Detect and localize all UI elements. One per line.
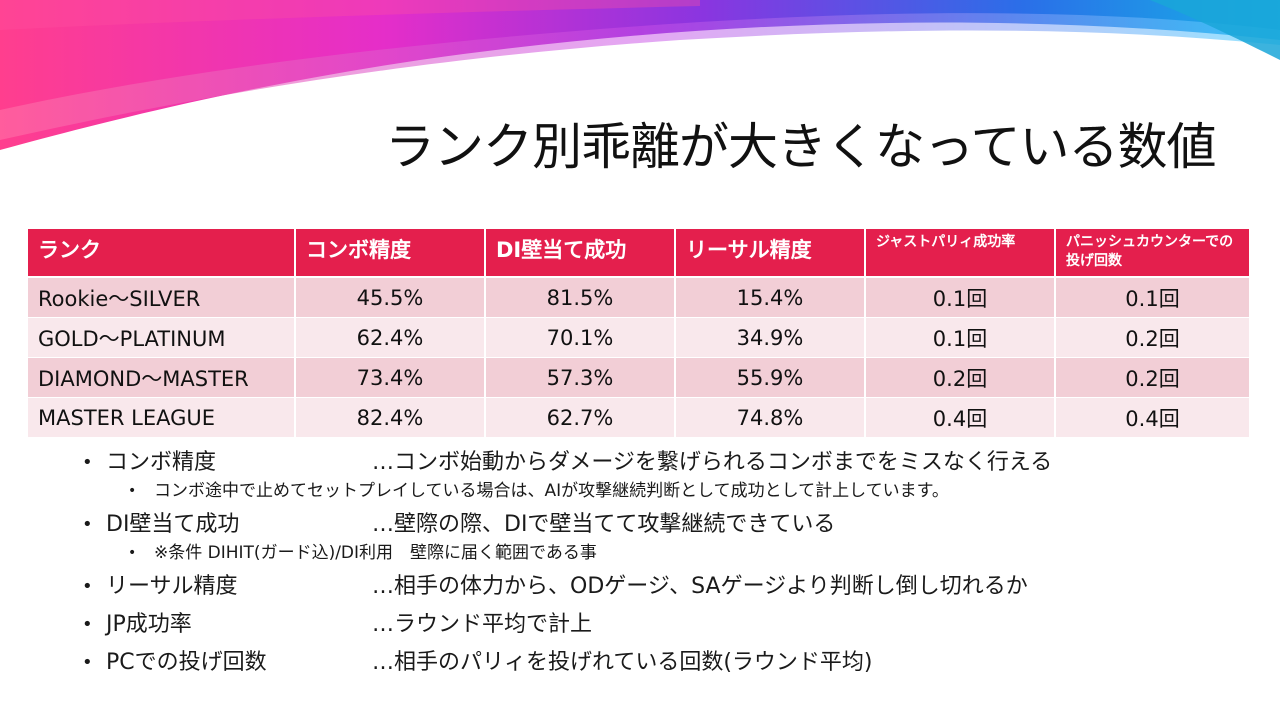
cell: 57.3% xyxy=(485,357,676,398)
note-desc: …相手の体力から、ODゲージ、SAゲージより判断し倒し切れるか xyxy=(372,574,1028,599)
decorative-swoosh xyxy=(0,0,1280,150)
cell: 81.5% xyxy=(485,277,676,318)
cell: 62.4% xyxy=(295,317,486,358)
note-term: JP成功率 xyxy=(106,612,192,637)
note-sub: コンボ途中で止めてセットプレイしている場合は、AIが攻撃継続判断として成功として… xyxy=(80,480,1260,510)
header-di-wall-success: DI壁当て成功 xyxy=(485,229,676,278)
header-pc-throw-count: パニッシュカウンターでの投げ回数 xyxy=(1055,229,1251,278)
note-desc: …壁際の際、DIで壁当てて攻撃継続できている xyxy=(372,512,836,537)
header-just-parry-rate: ジャストパリィ成功率 xyxy=(865,229,1056,278)
cell: 0.2回 xyxy=(865,357,1056,398)
cell: 15.4% xyxy=(675,277,866,318)
note-desc: …相手のパリィを投げれている回数(ラウンド平均) xyxy=(372,650,873,675)
table-row: Rookie～SILVER 45.5% 81.5% 15.4% 0.1回 0.1… xyxy=(28,277,1251,318)
slide-title: ランク別乖離が大きくなっている数値 xyxy=(385,118,1217,176)
header-rank: ランク xyxy=(28,229,296,278)
cell: 82.4% xyxy=(295,397,486,438)
cell: 0.2回 xyxy=(1055,317,1251,358)
note-pc-throw-count: PCでの投げ回数 …相手のパリィを投げれている回数(ラウンド平均) xyxy=(80,648,1260,686)
cell: 45.5% xyxy=(295,277,486,318)
table-header-row: ランク コンボ精度 DI壁当て成功 リーサル精度 ジャストパリィ成功率 パニッシ… xyxy=(28,229,1251,278)
note-di-wall-success: DI壁当て成功 …壁際の際、DIで壁当てて攻撃継続できている xyxy=(80,510,1260,548)
cell: 0.1回 xyxy=(865,317,1056,358)
cell: 55.9% xyxy=(675,357,866,398)
note-desc: …コンボ始動からダメージを繋げられるコンボまでをミスなく行える xyxy=(372,450,1053,475)
cell-rank: Rookie～SILVER xyxy=(28,277,296,318)
table-row: GOLD～PLATINUM 62.4% 70.1% 34.9% 0.1回 0.2… xyxy=(28,317,1251,358)
cell-rank: MASTER LEAGUE xyxy=(28,397,296,438)
header-lethal-accuracy: リーサル精度 xyxy=(675,229,866,278)
cell: 62.7% xyxy=(485,397,676,438)
header-combo-accuracy: コンボ精度 xyxy=(295,229,486,278)
cell: 74.8% xyxy=(675,397,866,438)
note-term: DI壁当て成功 xyxy=(106,512,240,537)
cell: 73.4% xyxy=(295,357,486,398)
table-row: MASTER LEAGUE 82.4% 62.7% 74.8% 0.4回 0.4… xyxy=(28,397,1251,438)
cell: 0.2回 xyxy=(1055,357,1251,398)
table-row: DIAMOND～MASTER 73.4% 57.3% 55.9% 0.2回 0.… xyxy=(28,357,1251,398)
cell: 0.4回 xyxy=(1055,397,1251,438)
cell: 0.1回 xyxy=(1055,277,1251,318)
note-jp-success-rate: JP成功率 …ラウンド平均で計上 xyxy=(80,610,1260,648)
note-term: PCでの投げ回数 xyxy=(106,650,267,675)
cell-rank: DIAMOND～MASTER xyxy=(28,357,296,398)
cell: 0.1回 xyxy=(865,277,1056,318)
note-combo-accuracy: コンボ精度 …コンボ始動からダメージを繋げられるコンボまでをミスなく行える xyxy=(80,448,1260,486)
cell: 70.1% xyxy=(485,317,676,358)
cell: 34.9% xyxy=(675,317,866,358)
cell-rank: GOLD～PLATINUM xyxy=(28,317,296,358)
rank-table: ランク コンボ精度 DI壁当て成功 リーサル精度 ジャストパリィ成功率 パニッシ… xyxy=(28,229,1251,438)
note-lethal-accuracy: リーサル精度 …相手の体力から、ODゲージ、SAゲージより判断し倒し切れるか xyxy=(80,572,1260,610)
notes-list: コンボ精度 …コンボ始動からダメージを繋げられるコンボまでをミスなく行える コンボ… xyxy=(80,448,1260,686)
note-desc: …ラウンド平均で計上 xyxy=(372,612,593,637)
note-term: リーサル精度 xyxy=(106,574,238,599)
note-sub: ※条件 DIHIT(ガード込)/DI利用 壁際に届く範囲である事 xyxy=(80,542,1260,572)
cell: 0.4回 xyxy=(865,397,1056,438)
note-term: コンボ精度 xyxy=(106,450,217,475)
